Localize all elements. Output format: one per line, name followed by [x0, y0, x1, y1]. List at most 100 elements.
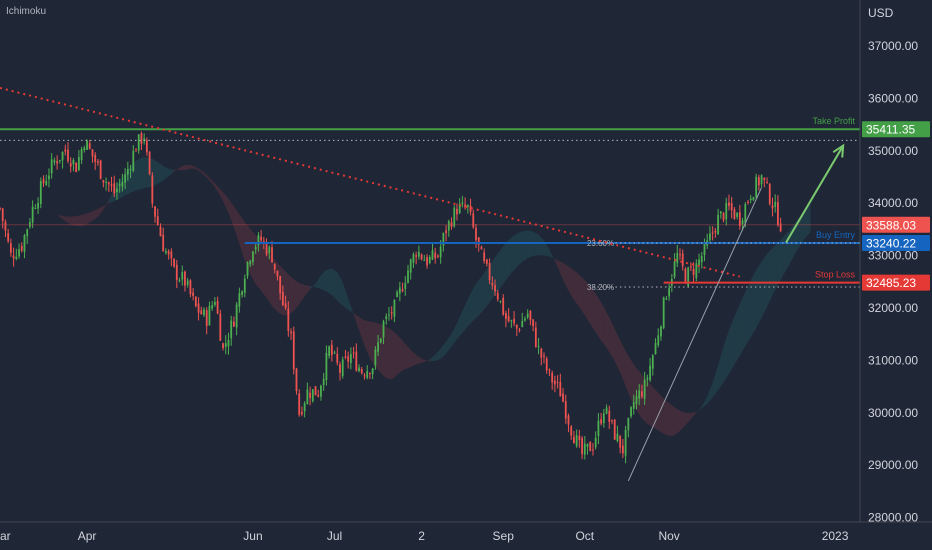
cloud-segment-bullish — [152, 158, 158, 187]
cloud-segment-bullish — [320, 269, 327, 292]
candle-down — [434, 252, 437, 259]
cloud-segment-bearish — [239, 214, 245, 262]
cloud-segment-bullish — [544, 240, 550, 257]
candle-down — [292, 331, 295, 370]
candle-up — [453, 207, 456, 227]
cloud-segment-bearish — [103, 199, 109, 210]
candle-up — [50, 159, 53, 174]
cloud-segment-bearish — [663, 398, 670, 437]
candle-down — [205, 310, 208, 327]
cloud-segment-bearish — [647, 380, 653, 427]
candle-down — [287, 308, 290, 331]
candle-down — [355, 351, 358, 371]
cloud-segment-bearish — [652, 386, 659, 431]
candle-up — [510, 320, 513, 322]
candle-down — [271, 247, 273, 263]
candle-up — [31, 206, 34, 223]
cloud-segment-bearish — [658, 392, 664, 434]
cloud-segment-bearish — [304, 284, 311, 297]
candle-up — [627, 417, 630, 431]
cloud-segment-bullish — [157, 161, 164, 184]
candle-down — [488, 263, 491, 281]
candle-down — [281, 291, 284, 306]
candle-down — [518, 329, 521, 331]
candle-up — [638, 390, 641, 399]
candle-up — [268, 246, 271, 254]
cloud-segment-bearish — [212, 180, 218, 192]
candle-down — [581, 437, 583, 455]
candle-up — [646, 377, 649, 380]
candle-down — [156, 216, 159, 225]
cloud-segment-bullish — [767, 248, 773, 307]
cloud-segment-bearish — [261, 242, 267, 298]
candle-up — [165, 251, 167, 253]
candle-up — [306, 389, 309, 404]
indicator-label[interactable]: Ichimoku — [6, 6, 46, 17]
candle-down — [681, 253, 684, 267]
candle-down — [4, 221, 7, 231]
candle-down — [545, 358, 548, 371]
candle-up — [698, 259, 700, 266]
candle-up — [499, 300, 502, 302]
candle-up — [736, 212, 739, 217]
time-axis[interactable]: ar Apr Jun Jul 2 Sep Oct Nov 2023 — [0, 529, 849, 543]
candlesticks — [0, 131, 782, 464]
price-axis[interactable]: 37000.00 36000.00 35000.00 34000.00 33000.00… — [868, 39, 918, 525]
cloud-segment-bearish — [54, 212, 60, 217]
candle-up — [398, 287, 401, 294]
candle-up — [181, 272, 184, 280]
candle-down — [548, 369, 551, 371]
candle-up — [624, 429, 627, 456]
candle-up — [662, 297, 665, 328]
candle-down — [279, 275, 282, 294]
price-level-labels: 35411.35 33240.22 32485.23 33588.03 — [862, 121, 930, 291]
candle-down — [733, 209, 736, 219]
cloud-segment-bullish — [696, 406, 702, 413]
cloud-segment-bearish — [244, 222, 251, 275]
candle-down — [20, 246, 23, 251]
price-tick-label: 28000.00 — [868, 511, 918, 525]
candle-down — [347, 356, 350, 362]
candle-up — [349, 354, 352, 363]
candle-down — [608, 410, 611, 423]
candle-down — [779, 223, 782, 232]
candle-down — [135, 150, 137, 152]
candle-up — [45, 180, 48, 185]
cloud-segment-bearish — [576, 272, 583, 312]
candle-up — [597, 420, 600, 437]
candle-up — [186, 280, 189, 285]
candle-up — [211, 305, 214, 309]
cloud-segment-bearish — [625, 350, 632, 400]
candle-down — [515, 325, 518, 329]
candle-down — [738, 212, 741, 227]
price-tick-label: 37000.00 — [868, 39, 918, 53]
candle-down — [344, 356, 347, 358]
candle-down — [352, 352, 355, 354]
candle-up — [241, 291, 243, 295]
cloud-segment-bearish — [59, 215, 66, 222]
candle-up — [586, 443, 589, 447]
candle-up — [774, 202, 777, 207]
cloud-segment-bearish — [391, 330, 398, 380]
cloud-segment-bearish — [690, 411, 697, 420]
cloud-segment-bullish — [777, 236, 784, 285]
candle-up — [442, 233, 445, 246]
candle-up — [322, 378, 325, 386]
candle-down — [67, 149, 69, 162]
price-level-tag-text: 32485.23 — [866, 276, 916, 290]
candle-up — [657, 335, 660, 346]
cloud-segment-bearish — [592, 289, 599, 337]
candle-down — [692, 268, 695, 275]
cloud-segment-bearish — [620, 340, 626, 387]
cloud-segment-bearish — [669, 403, 675, 437]
time-tick-label: Jun — [243, 529, 262, 543]
candle-down — [553, 380, 556, 385]
candle-up — [238, 293, 241, 307]
candle-down — [621, 445, 624, 454]
candle-down — [170, 251, 173, 259]
candle-up — [717, 214, 719, 235]
price-level-tag — [862, 274, 930, 291]
candle-up — [252, 251, 254, 262]
candle-down — [456, 208, 458, 215]
